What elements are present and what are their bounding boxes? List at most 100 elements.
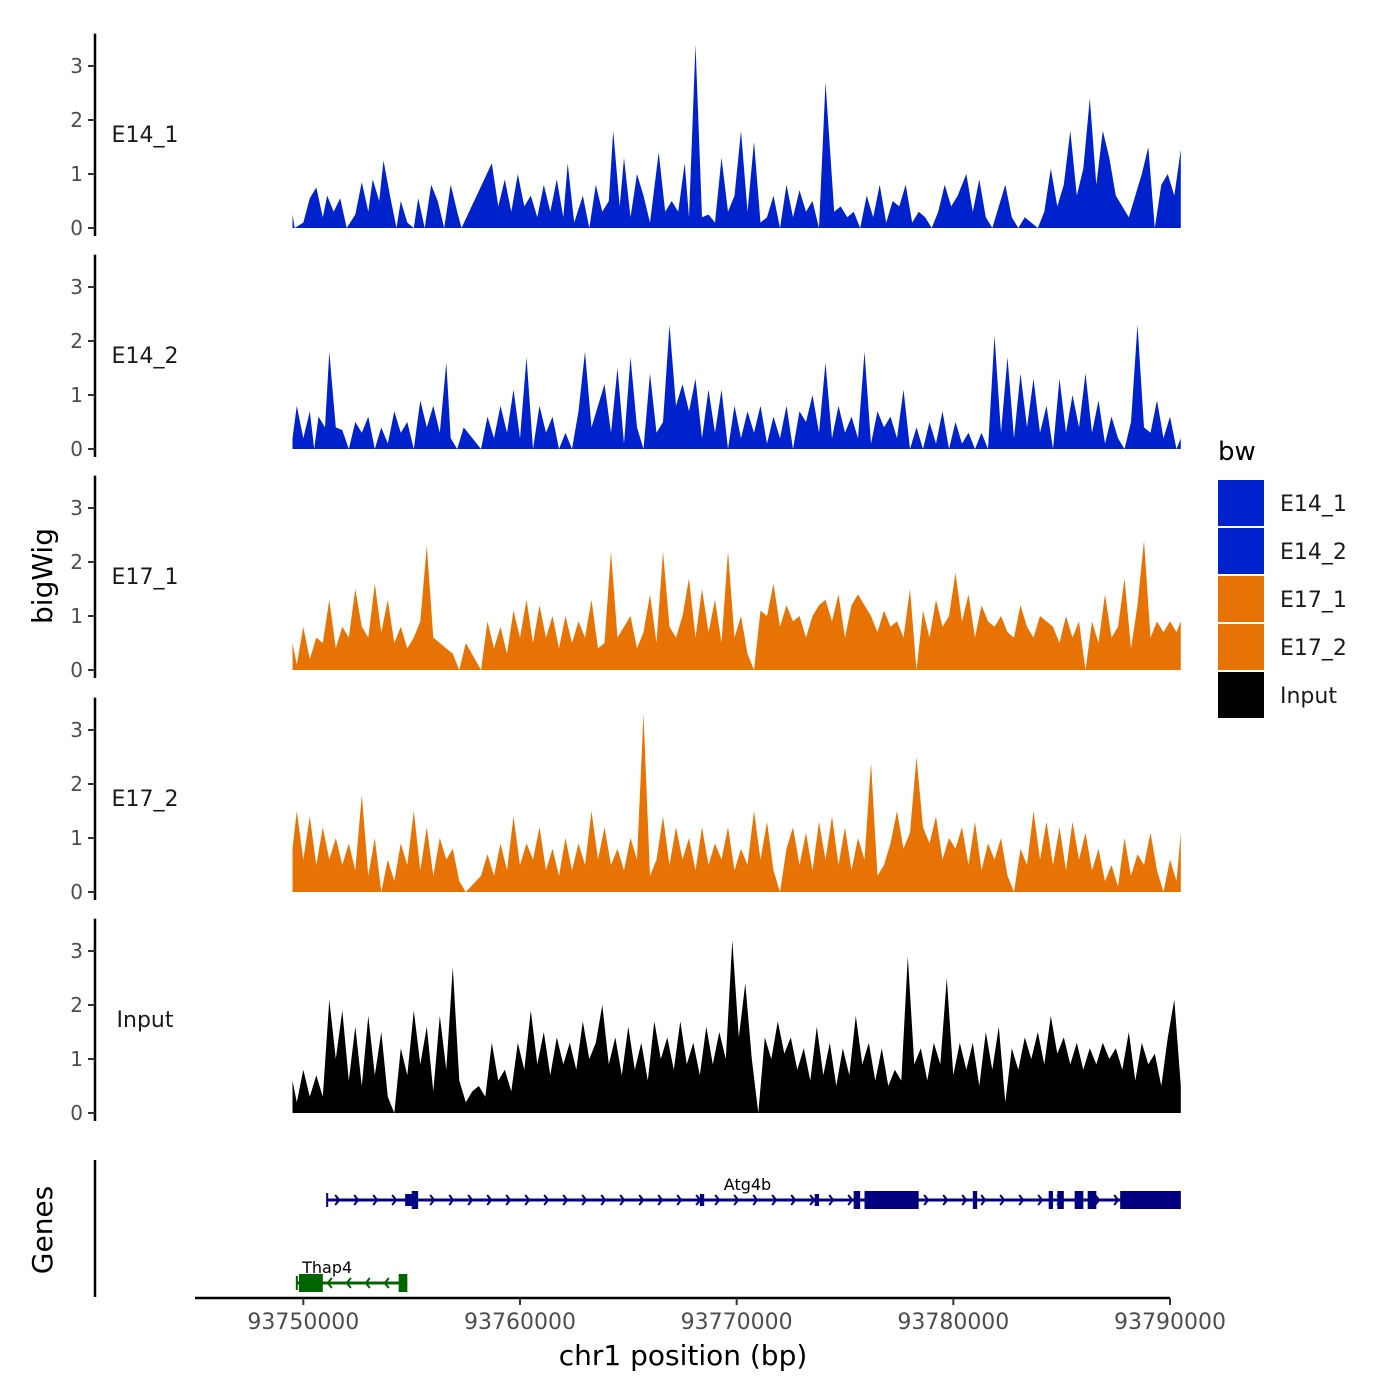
legend-label-Input: Input — [1280, 684, 1337, 709]
strand-arrow-Atg4b — [486, 1194, 493, 1206]
legend-key-E17_2 — [1218, 624, 1264, 670]
strand-arrow-Atg4b — [638, 1194, 645, 1206]
strand-arrow-Atg4b — [448, 1194, 455, 1206]
y-tick-label-E17_2-3: 3 — [70, 718, 83, 742]
strand-arrow-Atg4b — [505, 1194, 512, 1206]
strand-arrow-Atg4b — [942, 1194, 949, 1206]
utr-exon-Atg4b-1 — [699, 1194, 705, 1206]
y-tick-label-E14_1-0: 0 — [70, 216, 83, 240]
bigwig-tracks: 0 1 2 3 E14_1 0 1 2 3 E14_2 0 1 2 3 E17_1 0 1 2 3 E17_2 0 1 2 3… — [70, 33, 1181, 1125]
x-axis-title: chr1 position (bp) — [559, 1339, 808, 1372]
legend-label-E14_1: E14_1 — [1280, 492, 1347, 517]
legend-key-E14_2 — [1218, 528, 1264, 574]
x-tick-label-4: 93790000 — [1114, 1310, 1226, 1335]
cds-exon-Atg4b-2 — [864, 1191, 919, 1209]
x-axis: 93750000 93760000 93770000 93780000 93790000 — [195, 1296, 1226, 1335]
legend-key-E17_1 — [1218, 576, 1264, 622]
track-label-Input: Input — [117, 1008, 174, 1033]
y-tick-label-E14_2-3: 3 — [70, 275, 83, 299]
legend-label-E17_2: E17_2 — [1280, 636, 1347, 661]
legend-label-E14_2: E14_2 — [1280, 540, 1347, 565]
y-tick-label-E17_2-0: 0 — [70, 880, 83, 904]
strand-arrow-Atg4b — [600, 1194, 607, 1206]
y-tick-label-E14_1-1: 1 — [70, 162, 83, 186]
strand-arrow-Atg4b — [391, 1194, 398, 1206]
genes-axis-title: Genes — [26, 1186, 59, 1274]
strand-arrow-Atg4b — [429, 1194, 436, 1206]
cds-exon-Thap4-0 — [299, 1274, 323, 1292]
gene-label-Thap4: Thap4 — [301, 1258, 352, 1277]
track-E17_1: 0 1 2 3 E17_1 — [70, 475, 1181, 682]
strand-arrow-Atg4b — [714, 1194, 721, 1206]
track-label-E17_2: E17_2 — [112, 787, 179, 812]
strand-arrow-Atg4b — [676, 1194, 683, 1206]
legend-label-E17_1: E17_1 — [1280, 588, 1347, 613]
signal-area-E17_2 — [292, 713, 1181, 892]
y-tick-label-Input-0: 0 — [70, 1101, 83, 1125]
strand-arrow-Atg4b — [619, 1194, 626, 1206]
cds-exon-Atg4b-5 — [1057, 1191, 1064, 1209]
cds-exon-Atg4b-1 — [853, 1191, 861, 1209]
strand-arrow-Atg4b — [752, 1194, 759, 1206]
strand-arrow-Atg4b — [847, 1194, 854, 1206]
y-axis-title: bigWig — [26, 528, 59, 624]
y-tick-label-Input-2: 2 — [70, 993, 83, 1017]
strand-arrow-Atg4b — [980, 1194, 987, 1206]
cds-exon-Thap4-1 — [398, 1274, 408, 1292]
x-tick-label-3: 93780000 — [897, 1310, 1009, 1335]
strand-arrow-Atg4b — [999, 1194, 1006, 1206]
strand-arrow-Atg4b — [1018, 1194, 1025, 1206]
y-tick-label-E17_1-0: 0 — [70, 658, 83, 682]
strand-arrow-Atg4b — [543, 1194, 550, 1206]
y-tick-label-Input-3: 3 — [70, 939, 83, 963]
cds-exon-Atg4b-7 — [1087, 1191, 1097, 1209]
strand-arrow-Atg4b — [923, 1194, 930, 1206]
y-tick-label-E17_1-1: 1 — [70, 604, 83, 628]
y-tick-label-E17_2-1: 1 — [70, 826, 83, 850]
x-tick-label-0: 93750000 — [247, 1310, 359, 1335]
gene-Thap4: Thap4 — [295, 1258, 408, 1292]
y-tick-label-E17_1-2: 2 — [70, 550, 83, 574]
x-tick-label-1: 93760000 — [464, 1310, 576, 1335]
strand-arrow-Atg4b — [467, 1194, 474, 1206]
utr-exon-Atg4b-2 — [814, 1194, 819, 1206]
y-tick-label-E14_1-3: 3 — [70, 54, 83, 78]
gene-Atg4b: Atg4b — [326, 1175, 1181, 1209]
strand-arrow-Atg4b — [771, 1194, 778, 1206]
cds-exon-Atg4b-4 — [1048, 1191, 1053, 1209]
strand-arrow-Atg4b — [524, 1194, 531, 1206]
strand-arrow-Atg4b — [1037, 1194, 1044, 1206]
y-tick-label-E17_2-2: 2 — [70, 772, 83, 796]
signal-area-E14_2 — [292, 324, 1181, 449]
y-tick-label-E17_1-3: 3 — [70, 496, 83, 520]
gene-panel: Atg4b Thap4 — [93, 1160, 1181, 1297]
strand-arrow-Atg4b — [1113, 1194, 1120, 1206]
strand-arrow-Atg4b — [353, 1194, 360, 1206]
strand-arrow-Atg4b — [657, 1194, 664, 1206]
strand-arrow-Atg4b — [334, 1194, 341, 1206]
strand-arrow-Thap4 — [364, 1277, 371, 1289]
signal-area-E14_1 — [292, 44, 1181, 229]
strand-arrow-Atg4b — [828, 1194, 835, 1206]
y-tick-label-Input-1: 1 — [70, 1047, 83, 1071]
y-tick-label-E14_2-1: 1 — [70, 383, 83, 407]
cds-exon-Atg4b-3 — [972, 1191, 978, 1209]
track-E14_1: 0 1 2 3 E14_1 — [70, 33, 1181, 240]
y-tick-label-E14_1-2: 2 — [70, 108, 83, 132]
y-tick-label-E14_2-0: 0 — [70, 437, 83, 461]
track-label-E14_1: E14_1 — [112, 123, 179, 148]
signal-area-E17_1 — [292, 540, 1181, 670]
strand-arrow-Thap4 — [383, 1277, 390, 1289]
y-tick-label-E14_2-2: 2 — [70, 329, 83, 353]
legend-title: bw — [1218, 437, 1256, 467]
strand-arrow-Atg4b — [961, 1194, 968, 1206]
signal-area-Input — [292, 940, 1181, 1113]
x-tick-label-2: 93770000 — [681, 1310, 793, 1335]
strand-arrow-Thap4 — [326, 1277, 333, 1289]
strand-arrow-Atg4b — [733, 1194, 740, 1206]
track-label-E17_1: E17_1 — [112, 565, 179, 590]
track-Input: 0 1 2 3 Input — [70, 918, 1181, 1125]
gene-label-Atg4b: Atg4b — [724, 1175, 771, 1194]
track-E17_2: 0 1 2 3 E17_2 — [70, 697, 1181, 904]
